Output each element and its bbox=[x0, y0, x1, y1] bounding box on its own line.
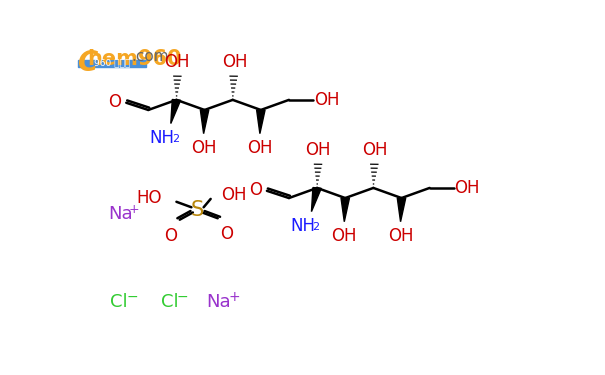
Text: OH: OH bbox=[247, 139, 273, 157]
Polygon shape bbox=[171, 99, 181, 123]
Text: −: − bbox=[177, 290, 188, 304]
Text: O: O bbox=[249, 181, 262, 199]
Text: O: O bbox=[164, 227, 177, 245]
Text: OH: OH bbox=[388, 227, 413, 245]
Polygon shape bbox=[312, 188, 321, 211]
Text: .com: .com bbox=[131, 50, 169, 64]
Text: OH: OH bbox=[306, 141, 331, 159]
Text: Na: Na bbox=[206, 293, 231, 311]
Text: NH: NH bbox=[290, 217, 316, 236]
Text: hem960: hem960 bbox=[87, 50, 182, 69]
Text: HO: HO bbox=[137, 189, 162, 207]
Text: OH: OH bbox=[191, 139, 217, 157]
Text: 2: 2 bbox=[172, 134, 179, 144]
Polygon shape bbox=[257, 110, 265, 134]
Text: OH: OH bbox=[221, 186, 246, 204]
Text: +: + bbox=[129, 203, 140, 216]
Text: OH: OH bbox=[314, 91, 339, 109]
Text: Na: Na bbox=[108, 205, 132, 223]
Text: C: C bbox=[78, 50, 99, 77]
Polygon shape bbox=[397, 198, 406, 222]
Text: Cl: Cl bbox=[110, 293, 128, 311]
Text: 960 化工网: 960 化工网 bbox=[94, 59, 130, 68]
Text: OH: OH bbox=[362, 141, 388, 159]
Text: S: S bbox=[191, 200, 204, 220]
Text: OH: OH bbox=[454, 179, 480, 197]
Text: OH: OH bbox=[332, 227, 357, 245]
Text: NH: NH bbox=[150, 129, 175, 147]
Bar bbox=[78, 60, 146, 67]
Polygon shape bbox=[200, 110, 209, 134]
Polygon shape bbox=[341, 198, 350, 222]
Text: 2: 2 bbox=[312, 222, 319, 232]
Text: O: O bbox=[221, 225, 234, 243]
Text: OH: OH bbox=[165, 53, 190, 71]
Text: OH: OH bbox=[222, 53, 247, 71]
Text: O: O bbox=[108, 93, 121, 111]
Text: +: + bbox=[228, 290, 240, 304]
Text: Cl: Cl bbox=[160, 293, 178, 311]
Text: −: − bbox=[126, 290, 138, 304]
